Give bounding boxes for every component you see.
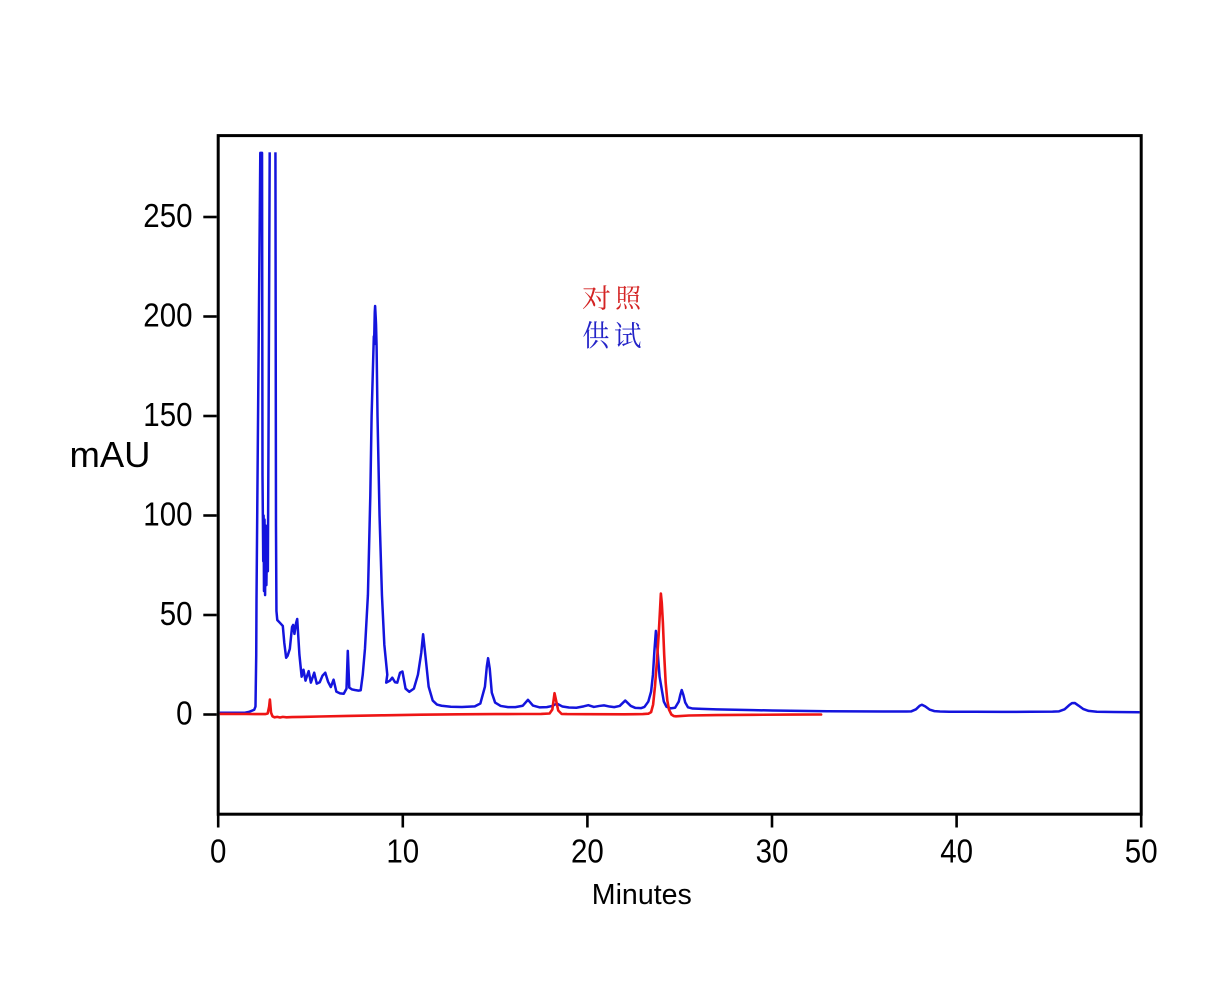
svg-text:50: 50 <box>160 596 193 633</box>
svg-text:50: 50 <box>1125 834 1158 871</box>
svg-text:40: 40 <box>940 834 973 871</box>
svg-text:Minutes: Minutes <box>592 879 692 911</box>
svg-text:0: 0 <box>210 834 226 871</box>
svg-text:150: 150 <box>143 397 192 434</box>
svg-text:10: 10 <box>386 834 419 871</box>
svg-text:20: 20 <box>571 834 604 871</box>
svg-text:mAU: mAU <box>70 434 151 475</box>
svg-text:250: 250 <box>143 198 192 235</box>
svg-text:100: 100 <box>143 496 192 533</box>
svg-text:200: 200 <box>143 297 192 334</box>
svg-text:0: 0 <box>176 695 192 732</box>
svg-text:30: 30 <box>756 834 789 871</box>
